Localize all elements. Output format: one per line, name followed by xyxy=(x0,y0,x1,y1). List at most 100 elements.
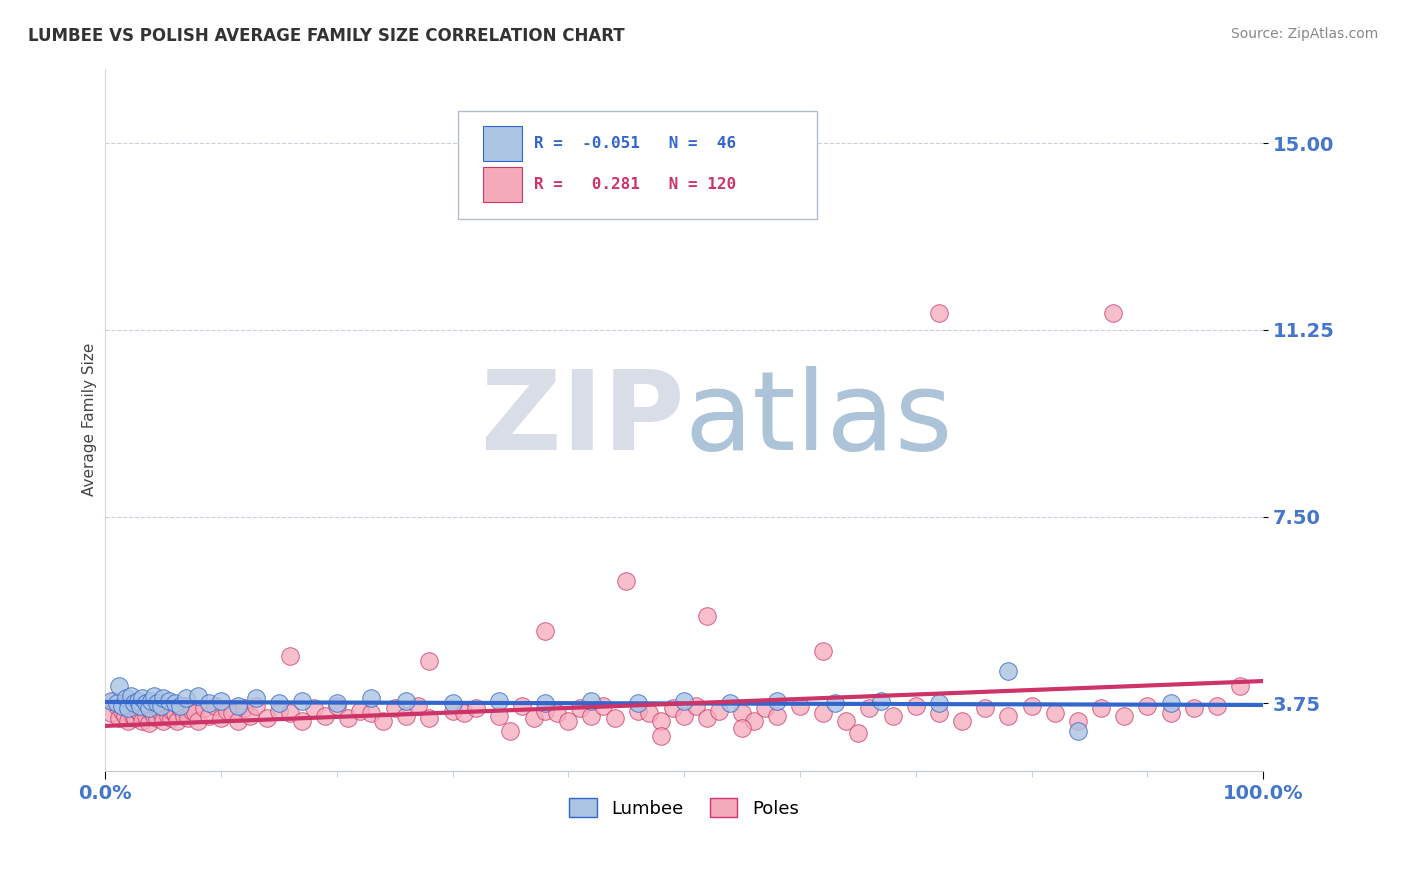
Point xyxy=(371,714,394,728)
Point xyxy=(187,714,209,728)
Point xyxy=(280,649,302,664)
Point xyxy=(950,714,973,728)
Point xyxy=(169,701,191,715)
Point xyxy=(742,714,765,728)
Point xyxy=(1160,697,1182,711)
Point xyxy=(163,697,186,711)
Point xyxy=(928,305,950,319)
Point xyxy=(152,691,174,706)
Point xyxy=(510,698,533,713)
Point xyxy=(143,698,166,713)
Point xyxy=(1136,698,1159,713)
Point xyxy=(1067,714,1090,728)
Point xyxy=(120,689,142,703)
Point xyxy=(707,704,730,718)
Point xyxy=(325,698,347,713)
Point xyxy=(156,709,179,723)
Point xyxy=(141,694,163,708)
Point xyxy=(127,694,149,708)
Point xyxy=(488,709,510,723)
Point xyxy=(105,697,128,711)
Point xyxy=(488,694,510,708)
Point xyxy=(155,701,177,715)
Point xyxy=(141,704,163,718)
Point xyxy=(256,711,278,725)
Point xyxy=(115,697,138,711)
Point xyxy=(169,698,191,713)
Point xyxy=(149,706,172,721)
Point xyxy=(134,701,156,715)
Point xyxy=(173,709,195,723)
Point xyxy=(650,729,672,743)
Point xyxy=(731,722,754,736)
Point xyxy=(904,698,927,713)
Point xyxy=(142,709,165,723)
FancyBboxPatch shape xyxy=(458,111,817,219)
Point xyxy=(696,711,718,725)
Point xyxy=(418,711,440,725)
Point xyxy=(136,697,159,711)
Point xyxy=(177,711,200,725)
Point xyxy=(997,664,1019,678)
Point xyxy=(122,709,145,723)
Y-axis label: Average Family Size: Average Family Size xyxy=(82,343,97,496)
Point xyxy=(120,701,142,715)
Point xyxy=(974,701,997,715)
Point xyxy=(166,714,188,728)
Point xyxy=(882,709,904,723)
Point xyxy=(360,691,382,706)
Legend: Lumbee, Poles: Lumbee, Poles xyxy=(562,791,806,825)
Point xyxy=(108,679,131,693)
Point xyxy=(614,574,637,589)
Point xyxy=(138,716,160,731)
Text: R =   0.281   N = 120: R = 0.281 N = 120 xyxy=(533,177,735,192)
Point xyxy=(568,701,591,715)
Point xyxy=(337,711,360,725)
Point xyxy=(160,711,183,725)
Point xyxy=(117,701,139,715)
Point xyxy=(111,704,134,718)
Point xyxy=(522,711,544,725)
Point xyxy=(215,704,238,718)
Point xyxy=(627,697,650,711)
Point xyxy=(198,709,221,723)
Point xyxy=(765,694,787,708)
Point xyxy=(581,709,603,723)
Point xyxy=(103,694,125,708)
Point xyxy=(928,706,950,721)
Point xyxy=(127,704,149,718)
Point xyxy=(233,701,256,715)
Point xyxy=(142,689,165,703)
Point xyxy=(187,689,209,703)
Point xyxy=(534,624,557,639)
Point xyxy=(1043,706,1066,721)
Point xyxy=(122,697,145,711)
Point xyxy=(163,706,186,721)
Point xyxy=(115,691,138,706)
Point xyxy=(811,644,834,658)
Point xyxy=(534,697,557,711)
Point xyxy=(100,694,122,708)
Point xyxy=(128,706,150,721)
Text: atlas: atlas xyxy=(685,366,953,473)
Text: R =  -0.051   N =  46: R = -0.051 N = 46 xyxy=(533,136,735,151)
Point xyxy=(720,697,742,711)
Point xyxy=(184,706,207,721)
Point xyxy=(673,694,696,708)
Point xyxy=(603,711,626,725)
Point xyxy=(1090,701,1112,715)
Point xyxy=(100,706,122,721)
Point xyxy=(1182,701,1205,715)
Point xyxy=(731,706,754,721)
Point xyxy=(226,698,249,713)
Point xyxy=(174,691,197,706)
Point xyxy=(105,698,128,713)
Point xyxy=(835,714,858,728)
Point xyxy=(152,714,174,728)
Point xyxy=(870,694,893,708)
FancyBboxPatch shape xyxy=(482,127,522,161)
Point xyxy=(534,704,557,718)
Point xyxy=(111,698,134,713)
Point xyxy=(846,726,869,740)
Text: ZIP: ZIP xyxy=(481,366,685,473)
